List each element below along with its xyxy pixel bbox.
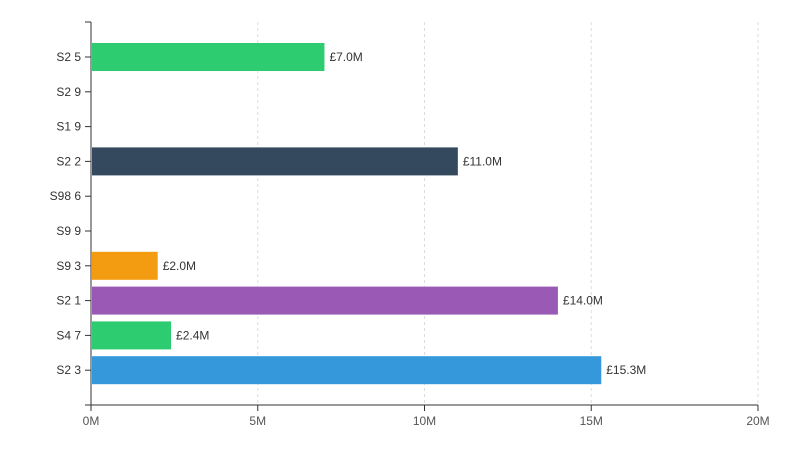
data-label: £2.0M (163, 259, 196, 273)
grid-lines (257, 22, 759, 405)
bar (92, 286, 558, 315)
bar (92, 43, 325, 71)
data-label: £15.3M (606, 363, 646, 377)
x-tick-label: 15M (580, 414, 603, 428)
data-label: £7.0M (329, 50, 362, 64)
category-label: S9 3 (56, 259, 81, 273)
data-label: £2.4M (176, 328, 209, 342)
category-label: S2 3 (56, 363, 81, 377)
category-label: S98 6 (50, 189, 82, 203)
x-tick-label: 20M (746, 414, 769, 428)
category-label: S2 2 (56, 154, 81, 168)
category-label: S2 1 (56, 294, 81, 308)
category-label: S4 7 (56, 328, 81, 342)
data-label: £11.0M (463, 154, 502, 168)
x-tick-label: 5M (249, 414, 266, 428)
axes (85, 21, 759, 411)
category-label: S2 5 (56, 50, 81, 64)
bars (92, 43, 602, 385)
x-tick-label: 0M (83, 414, 100, 428)
x-tick-label: 10M (413, 414, 436, 428)
bar (92, 321, 172, 350)
labels: 0M 5M 10M 15M 20M S2 5 £7.0M S2 9 S1 9 S2 2 £11.0M… (50, 50, 770, 428)
data-label: £14.0M (563, 294, 603, 308)
category-label: S9 9 (56, 224, 81, 238)
bar (92, 356, 602, 385)
bar (92, 147, 458, 176)
category-label: S2 9 (56, 85, 81, 99)
bar (92, 251, 158, 280)
category-label: S1 9 (56, 120, 81, 134)
